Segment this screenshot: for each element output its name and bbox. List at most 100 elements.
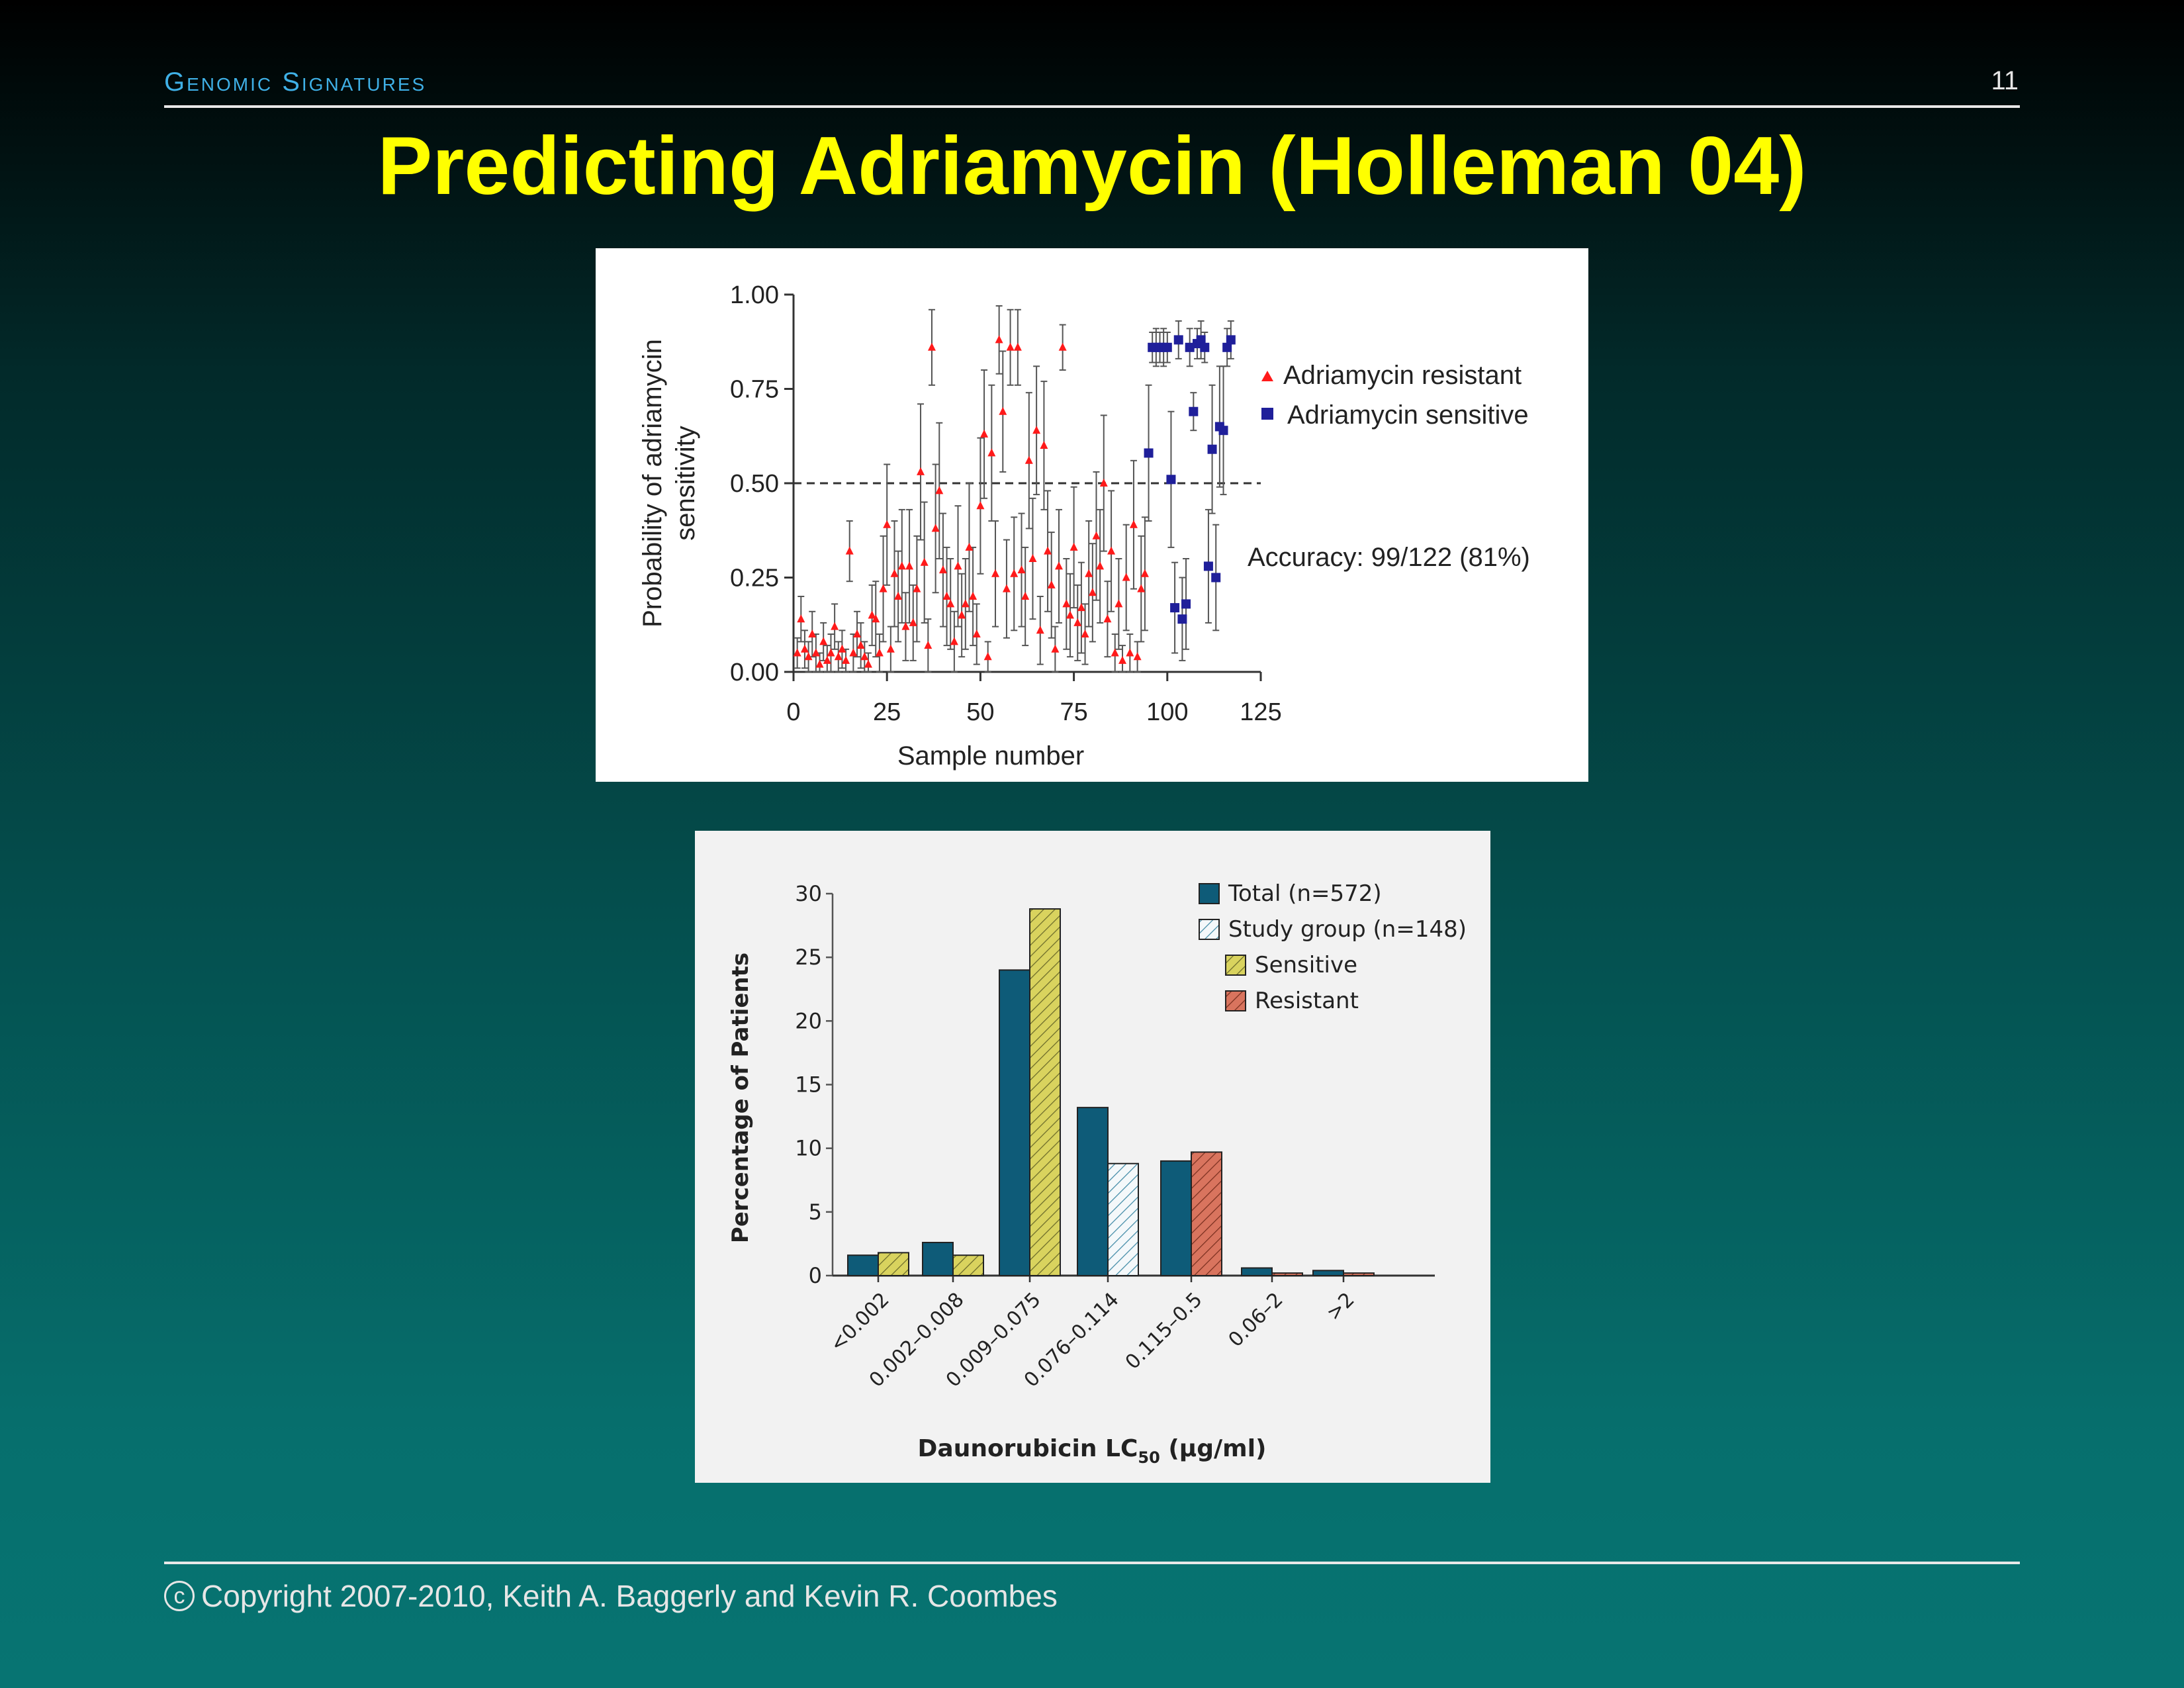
resistant-point bbox=[1002, 584, 1011, 592]
resistant-point bbox=[804, 652, 813, 661]
scatter-y-tick-label: 1.00 bbox=[730, 281, 779, 309]
resistant-point bbox=[913, 584, 921, 592]
sensitive-point bbox=[1177, 614, 1187, 624]
sensitive-point bbox=[1218, 426, 1228, 436]
bar-y-tick-label: 30 bbox=[795, 881, 822, 906]
legend-label: Sensitive bbox=[1255, 952, 1357, 978]
resistant-point bbox=[815, 659, 824, 668]
resistant-point bbox=[864, 659, 872, 668]
resistant-point bbox=[1058, 342, 1067, 351]
resistant-point bbox=[883, 520, 891, 528]
sensitive-point bbox=[1170, 603, 1180, 613]
sensitive-point bbox=[1207, 444, 1217, 454]
slide-title: Predicting Adriamycin (Holleman 04) bbox=[377, 120, 1807, 212]
sensitive-point bbox=[1185, 342, 1195, 352]
resistant-point bbox=[819, 637, 828, 645]
resistant-point bbox=[1107, 546, 1116, 555]
resistant-point bbox=[1013, 342, 1022, 351]
scatter-y-tick-label: 0.00 bbox=[730, 659, 779, 686]
footer-text: Copyright 2007-2010, Keith A. Baggerly a… bbox=[201, 1579, 1058, 1613]
study-group-bar bbox=[1107, 1162, 1139, 1276]
resistant-point bbox=[1062, 599, 1071, 608]
study-group-bar bbox=[1191, 1151, 1222, 1277]
scatter-x-axis-label: Sample number bbox=[897, 741, 1084, 771]
resistant-point bbox=[958, 610, 966, 619]
scatter-labels: 0.00 0.25 0.50 0.75 1.00 0 25 50 75 100 125 Probabi… bbox=[638, 281, 1530, 771]
resistant-point bbox=[875, 648, 884, 657]
bar-marks bbox=[847, 908, 1375, 1277]
resistant-point bbox=[950, 637, 958, 645]
resistant-point bbox=[808, 630, 817, 637]
sensitive-point bbox=[1196, 335, 1206, 345]
total-bar bbox=[999, 969, 1030, 1276]
bar-x-axis-label: Daunorubicin LC50 (µg/ml) bbox=[918, 1435, 1267, 1467]
bar-y-tick-label: 15 bbox=[795, 1072, 822, 1098]
total-bar bbox=[1160, 1160, 1192, 1276]
legend-label: Study group (n=148) bbox=[1228, 916, 1467, 943]
bar-category-label: 0.115–0.5 bbox=[1121, 1288, 1207, 1374]
scatter-y-axis-label-line1: Probability of adriamycin bbox=[638, 339, 667, 628]
resistant-point bbox=[999, 406, 1007, 415]
bar-y-tick-label: 20 bbox=[795, 1008, 822, 1033]
resistant-point bbox=[965, 542, 974, 551]
bar-legend: Total (n=572) Study group (n=148) Sensitiv… bbox=[1199, 880, 1467, 1014]
scatter-x-tick-label: 50 bbox=[966, 698, 994, 726]
resistant-point bbox=[969, 592, 978, 600]
resistant-point bbox=[1077, 603, 1085, 612]
resistant-point bbox=[976, 501, 985, 510]
resistant-point bbox=[1081, 630, 1089, 637]
sensitive-point bbox=[1203, 561, 1213, 571]
resistant-point bbox=[879, 584, 887, 592]
total-bar bbox=[1077, 1107, 1109, 1276]
resistant-point bbox=[894, 592, 903, 600]
resistant-point bbox=[924, 641, 933, 649]
legend-triangle-icon bbox=[1261, 371, 1273, 381]
sensitive-point bbox=[1162, 342, 1172, 352]
study-group-bar bbox=[1271, 1272, 1303, 1276]
resistant-point bbox=[1129, 520, 1138, 528]
resistant-point bbox=[961, 599, 970, 608]
total-bar bbox=[1241, 1267, 1273, 1277]
resistant-point bbox=[901, 622, 910, 630]
resistant-point bbox=[1118, 655, 1127, 664]
sensitive-point bbox=[1173, 335, 1183, 345]
resistant-point bbox=[1092, 531, 1101, 539]
resistant-point bbox=[1096, 561, 1105, 570]
legend-label: Total (n=572) bbox=[1228, 880, 1382, 907]
scatter-chart: 0.00 0.25 0.50 0.75 1.00 0 25 50 75 100 125 Probabi… bbox=[638, 281, 1530, 771]
resistant-point bbox=[905, 561, 914, 570]
resistant-point bbox=[1028, 554, 1037, 562]
resistant-point bbox=[909, 618, 917, 626]
legend-sensitive-label: Adriamycin sensitive bbox=[1287, 400, 1529, 430]
resistant-point bbox=[797, 614, 805, 623]
resistant-point bbox=[868, 610, 876, 619]
resistant-point bbox=[845, 546, 854, 555]
resistant-point bbox=[890, 569, 899, 577]
bar-chart-panel: 0 5 10 15 20 25 30 <0.002 0.002–0.008 0.009–0.075… bbox=[695, 831, 1490, 1483]
section-title: Genomic Signatures bbox=[164, 68, 427, 97]
resistant-point bbox=[1032, 426, 1041, 434]
resistant-point bbox=[886, 644, 895, 653]
resistant-point bbox=[991, 569, 999, 577]
sensitive-point bbox=[1144, 448, 1154, 458]
sensitive-point bbox=[1166, 475, 1176, 485]
bar-y-tick-label: 25 bbox=[795, 945, 822, 970]
scatter-y-axis-label-line2: sensitivity bbox=[671, 426, 700, 540]
study-group-bar bbox=[1343, 1272, 1375, 1276]
resistant-point bbox=[1085, 569, 1093, 577]
scatter-x-tick-label: 0 bbox=[786, 698, 800, 726]
study-group-bar bbox=[1029, 908, 1061, 1276]
resistant-point bbox=[834, 652, 842, 661]
resistant-point bbox=[954, 561, 962, 570]
resistant-point bbox=[938, 565, 947, 574]
resistant-point bbox=[972, 630, 981, 637]
resistant-point bbox=[1103, 614, 1112, 623]
resistant-point bbox=[860, 652, 869, 661]
resistant-point bbox=[917, 467, 925, 475]
total-bar bbox=[922, 1241, 954, 1277]
resistant-point bbox=[1006, 342, 1015, 351]
sensitive-point bbox=[1222, 342, 1232, 352]
scatter-x-tick-label: 125 bbox=[1240, 698, 1281, 726]
resistant-point bbox=[827, 648, 835, 657]
resistant-point bbox=[849, 648, 858, 657]
